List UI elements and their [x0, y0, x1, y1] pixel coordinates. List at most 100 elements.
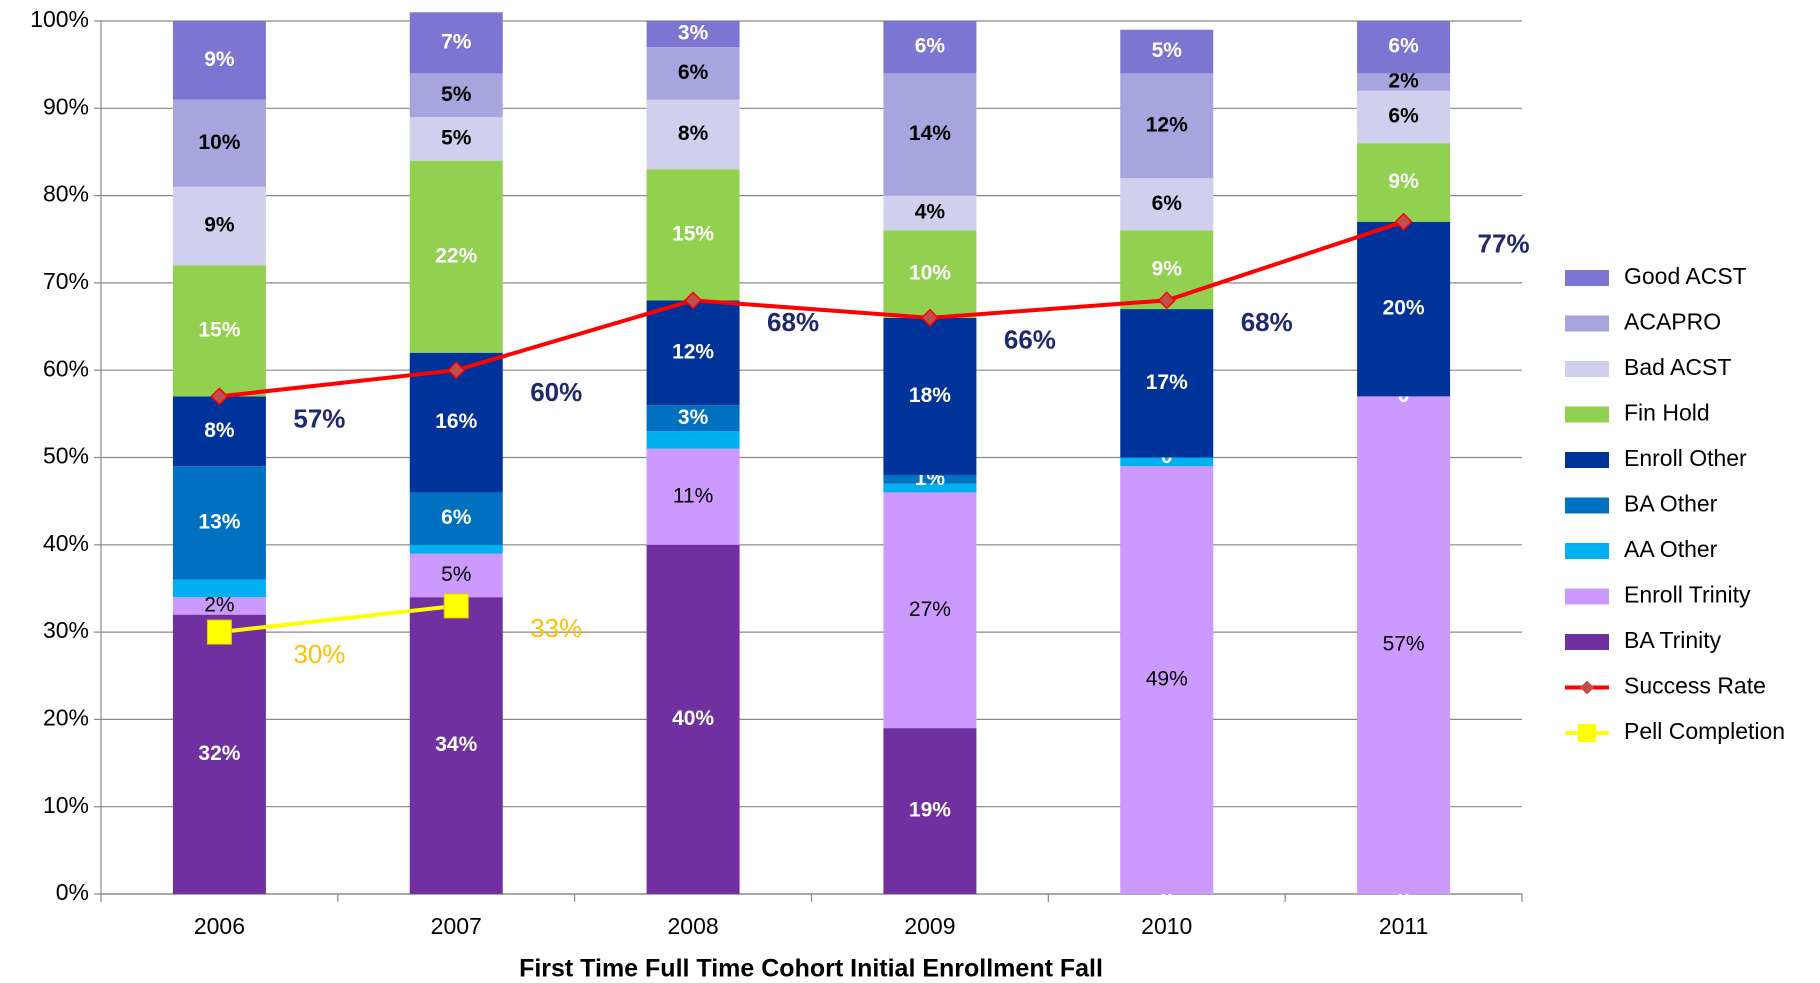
line-label: 33% — [530, 613, 582, 643]
data-label: 8% — [204, 419, 235, 442]
data-label: 6% — [915, 35, 946, 58]
line-label: 68% — [767, 307, 819, 337]
data-label: 9% — [204, 48, 235, 71]
data-label: 17% — [1146, 371, 1188, 394]
bar-segment — [883, 230, 977, 318]
data-label: 49% — [1146, 668, 1188, 691]
line — [219, 603, 457, 635]
data-label: 6% — [1388, 35, 1419, 58]
data-label: 10% — [909, 262, 951, 285]
data-label: 10% — [198, 131, 240, 154]
line-marker — [1157, 291, 1176, 310]
data-label: 2% — [1388, 70, 1419, 93]
data-label: 12% — [1146, 113, 1188, 136]
line-marker — [684, 291, 703, 310]
legend-swatch — [1565, 315, 1609, 332]
legend-label: BA Other — [1624, 491, 1718, 517]
bar-segment — [409, 544, 503, 554]
bar-segment — [1120, 73, 1214, 179]
data-label: 20% — [1383, 297, 1425, 320]
y-tick-label: 90% — [43, 93, 89, 119]
bar-segment — [172, 466, 266, 580]
data-label: 40% — [672, 707, 714, 730]
line-label: 77% — [1478, 229, 1530, 259]
x-tick-label: 2011 — [1379, 913, 1428, 939]
bar-segment — [172, 579, 266, 598]
y-tick-label: 40% — [43, 530, 89, 556]
bar-segment — [172, 21, 266, 100]
data-label: 6% — [441, 506, 472, 529]
data-label: 5% — [1152, 39, 1183, 62]
legend-swatch — [1565, 361, 1609, 377]
bar-segment — [172, 265, 266, 397]
data-label: 15% — [198, 318, 240, 341]
legend-swatch — [1565, 634, 1609, 650]
bar-segment — [409, 553, 503, 598]
data-label: 5% — [441, 83, 472, 106]
line-marker — [210, 387, 229, 406]
bar-segment — [646, 21, 740, 48]
bar-segment — [409, 160, 503, 353]
line-label: 57% — [293, 403, 345, 433]
bar-segment — [409, 597, 503, 894]
data-label: 4% — [915, 201, 946, 224]
data-label: 5% — [441, 126, 472, 149]
bar-segment — [172, 597, 266, 615]
data-label: 6% — [1388, 105, 1419, 128]
data-label: 15% — [672, 222, 714, 245]
line-marker — [1394, 212, 1413, 231]
legend-swatch — [1565, 543, 1609, 559]
data-label: 32% — [198, 742, 240, 765]
bar-segment — [883, 195, 977, 231]
data-label: 9% — [204, 214, 235, 237]
bar-segment — [1357, 221, 1451, 397]
y-tick-label: 30% — [43, 617, 89, 643]
bar-segment — [883, 483, 977, 493]
line-marker — [443, 593, 469, 619]
y-tick-label: 20% — [43, 704, 89, 730]
bar-segment — [1357, 21, 1451, 74]
bar-segment — [883, 317, 977, 475]
y-tick-label: 50% — [43, 443, 89, 469]
bar-segment — [883, 474, 977, 484]
legend-swatch — [1565, 270, 1609, 286]
bar-segment — [646, 431, 740, 449]
line-marker — [206, 619, 232, 645]
data-label: 6% — [678, 61, 709, 84]
legend-label: ACAPRO — [1624, 309, 1721, 335]
data-label: 19% — [909, 799, 951, 822]
bar-segment — [646, 300, 740, 406]
y-tick-label: 100% — [30, 6, 89, 32]
legend-label: Success Rate — [1624, 673, 1766, 699]
legend-marker — [1580, 680, 1594, 695]
line-label: 30% — [293, 639, 345, 669]
line-label: 66% — [1004, 325, 1056, 355]
data-label: 3% — [678, 22, 709, 45]
legend-label: Fin Hold — [1624, 400, 1710, 426]
bar-segment — [883, 21, 977, 74]
line-marker — [920, 308, 939, 327]
bar-segment — [646, 544, 740, 894]
data-label: 14% — [909, 122, 951, 145]
data-label: 7% — [441, 30, 472, 53]
x-tick-label: 2009 — [904, 913, 955, 939]
bar-segment — [646, 47, 740, 100]
bar-segment — [172, 614, 266, 894]
legend-label: Pell Completion — [1624, 718, 1785, 744]
bar-segment — [409, 12, 503, 74]
bar-segment — [646, 405, 740, 432]
y-tick-label: 80% — [43, 181, 89, 207]
bar-segment — [1357, 143, 1451, 222]
legend-label: Good ACST — [1624, 263, 1747, 289]
x-tick-label: 2007 — [431, 913, 482, 939]
bar-segment — [646, 99, 740, 170]
legend-label: AA Other — [1624, 536, 1718, 562]
bar-segment — [1120, 309, 1214, 458]
legend-swatch — [1565, 452, 1609, 468]
bar-segment — [883, 492, 977, 729]
y-tick-label: 60% — [43, 355, 89, 381]
data-label: 27% — [909, 598, 951, 621]
data-label: 5% — [441, 563, 471, 586]
legend-label: BA Trinity — [1624, 627, 1722, 653]
bar-segment — [1357, 73, 1451, 91]
